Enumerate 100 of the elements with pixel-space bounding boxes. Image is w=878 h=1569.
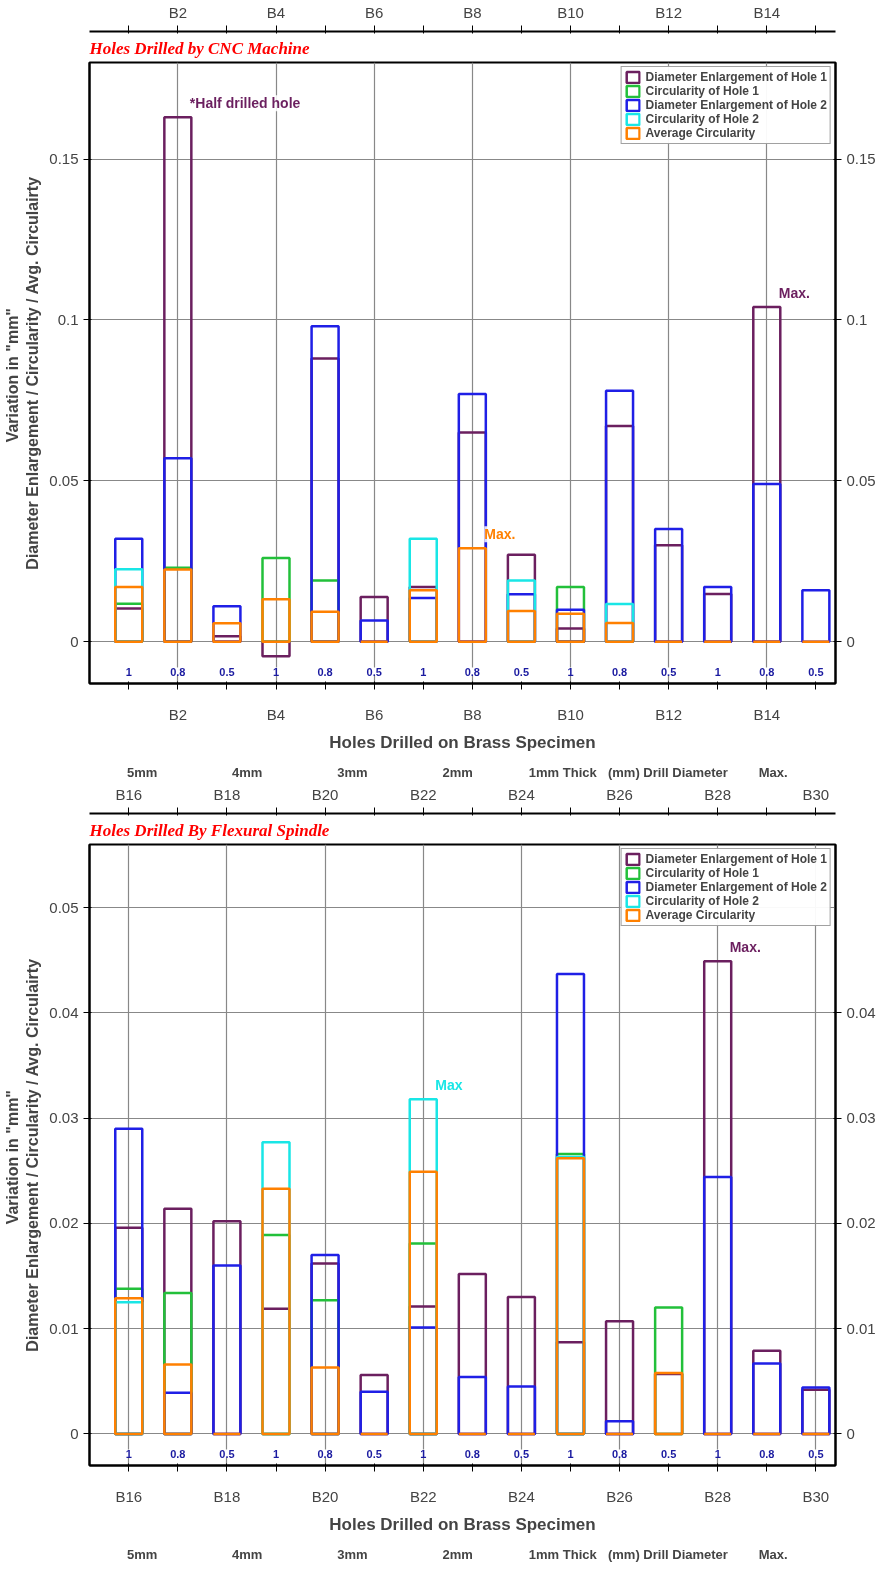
annotation: Max. — [729, 939, 761, 956]
annotation: 0.5 — [219, 1447, 235, 1460]
legend-label: Diameter Enlargement of Hole 2 — [645, 98, 827, 112]
x-tick-label: B6 — [364, 705, 384, 723]
text: 2mm — [442, 1546, 473, 1562]
x-axis-title: Holes Drilled on Brass Specimen — [329, 732, 596, 752]
legend-label: Diameter Enlargement of Hole 1 — [645, 852, 827, 866]
annotation: *Half drilled hole — [189, 95, 301, 112]
annotation: 1 — [420, 665, 427, 678]
text: (mm) Drill Diameter — [607, 764, 728, 780]
category-label: B8 — [463, 3, 482, 21]
annotation: 0.5 — [513, 1447, 530, 1460]
category-label: B22 — [409, 785, 437, 803]
annotation: 0.8 — [464, 665, 480, 678]
legend-label: Circularity of Hole 2 — [645, 112, 759, 126]
text: 5mm — [126, 1546, 158, 1562]
annotation: 1 — [714, 1447, 721, 1460]
annotation: 1 — [567, 1447, 574, 1460]
annotation: Max — [435, 1077, 463, 1094]
x-tick-label: B10 — [557, 705, 584, 723]
annotation: 0.8 — [759, 665, 775, 678]
y-tick-label: 0.05 — [49, 898, 79, 916]
text: 1mm Thick — [528, 764, 598, 780]
annotation: 0.5 — [808, 665, 824, 678]
annotation: 0.8 — [611, 1447, 628, 1460]
annotation: Max. — [484, 526, 516, 543]
category-label: B2 — [168, 3, 188, 21]
annotation: 0.8 — [464, 1447, 480, 1460]
annotation: 1 — [714, 665, 721, 678]
x-tick-label: B26 — [606, 1487, 633, 1505]
annotation: 1 — [420, 1447, 427, 1460]
text: 4mm — [232, 764, 263, 780]
category-label: B12 — [655, 3, 682, 21]
text: 1mm Thick — [528, 1546, 598, 1562]
category-label: B26 — [606, 785, 633, 803]
legend-label: Diameter Enlargement of Hole 1 — [645, 70, 827, 84]
annotation: 0.5 — [660, 665, 677, 678]
legend-label: Circularity of Hole 2 — [645, 894, 759, 908]
x-tick-label: B30 — [802, 1487, 830, 1505]
y-tick-label: 0.02 — [49, 1214, 79, 1232]
annotation: 0.5 — [660, 1447, 677, 1460]
y-axis-title: Variation in "mm" Diameter Enlargement / Circularity / Avg. Circulairty — [3, 958, 42, 1352]
y2-tick-label: 0.1 — [846, 310, 868, 328]
annotation: 0.8 — [170, 665, 186, 678]
x-tick-label: B4 — [266, 705, 286, 723]
annotation: 0.5 — [366, 665, 382, 678]
category-label: B24 — [508, 785, 535, 803]
annotation: 0.5 — [219, 665, 235, 678]
text: 3mm — [337, 1546, 368, 1562]
category-label: B28 — [704, 785, 732, 803]
y-tick-label: 0.03 — [49, 1109, 79, 1127]
category-label: B4 — [266, 3, 286, 21]
y-tick-label: 0 — [70, 1424, 79, 1442]
annotation: Max. — [778, 285, 810, 302]
annotation: 0.5 — [366, 1447, 382, 1460]
chart-title: Holes Drilled by CNC Machine — [88, 38, 311, 58]
legend-label: Average Circularity — [645, 126, 756, 140]
text: 5mm — [126, 764, 158, 780]
y2-tick-label: 0.15 — [846, 150, 876, 168]
legend-label: Circularity of Hole 1 — [645, 84, 759, 98]
chart-title: Holes Drilled By Flexural Spindle — [88, 820, 330, 840]
y2-tick-label: 0.01 — [846, 1319, 876, 1337]
annotation: 0.8 — [759, 1447, 775, 1460]
annotation: 1 — [567, 665, 574, 678]
annotation: 0.5 — [513, 665, 530, 678]
y-axis-title: Variation in "mm" Diameter Enlargement / Circularity / Avg. Circulairty — [3, 176, 42, 570]
category-label: B30 — [802, 785, 830, 803]
y2-tick-label: 0 — [846, 1424, 855, 1442]
text: 2mm — [442, 764, 473, 780]
y-tick-label: 0.01 — [49, 1319, 79, 1337]
y2-tick-label: 0.04 — [846, 1003, 876, 1021]
y-tick-label: 0.1 — [57, 310, 79, 328]
annotation: 0.5 — [808, 1447, 824, 1460]
annotation: 1 — [272, 1447, 280, 1460]
legend-label: Diameter Enlargement of Hole 2 — [645, 880, 827, 894]
category-label: B18 — [213, 785, 241, 803]
text: Max. — [758, 764, 788, 780]
y2-tick-label: 0.02 — [846, 1214, 876, 1232]
x-axis-title: Holes Drilled on Brass Specimen — [329, 1514, 596, 1534]
annotation: 0.8 — [611, 665, 628, 678]
x-tick-label: B22 — [409, 1487, 437, 1505]
y2-tick-label: 0 — [846, 632, 855, 650]
annotation: 0.8 — [170, 1447, 186, 1460]
y-tick-label: 0.15 — [49, 150, 79, 168]
y-tick-label: 0 — [70, 632, 79, 650]
y2-tick-label: 0.05 — [846, 471, 876, 489]
x-tick-label: B12 — [655, 705, 682, 723]
text: (mm) Drill Diameter — [607, 1546, 728, 1562]
x-tick-label: B14 — [753, 705, 781, 723]
x-tick-label: B28 — [704, 1487, 732, 1505]
text: 4mm — [232, 1546, 263, 1562]
category-label: B6 — [364, 3, 384, 21]
text: 3mm — [337, 764, 368, 780]
category-label: B10 — [557, 3, 584, 21]
category-label: B14 — [753, 3, 781, 21]
category-label: B20 — [311, 785, 339, 803]
legend-label: Average Circularity — [645, 908, 756, 922]
y2-tick-label: 0.03 — [846, 1109, 876, 1127]
annotation: 1 — [125, 665, 132, 678]
x-tick-label: B24 — [508, 1487, 535, 1505]
